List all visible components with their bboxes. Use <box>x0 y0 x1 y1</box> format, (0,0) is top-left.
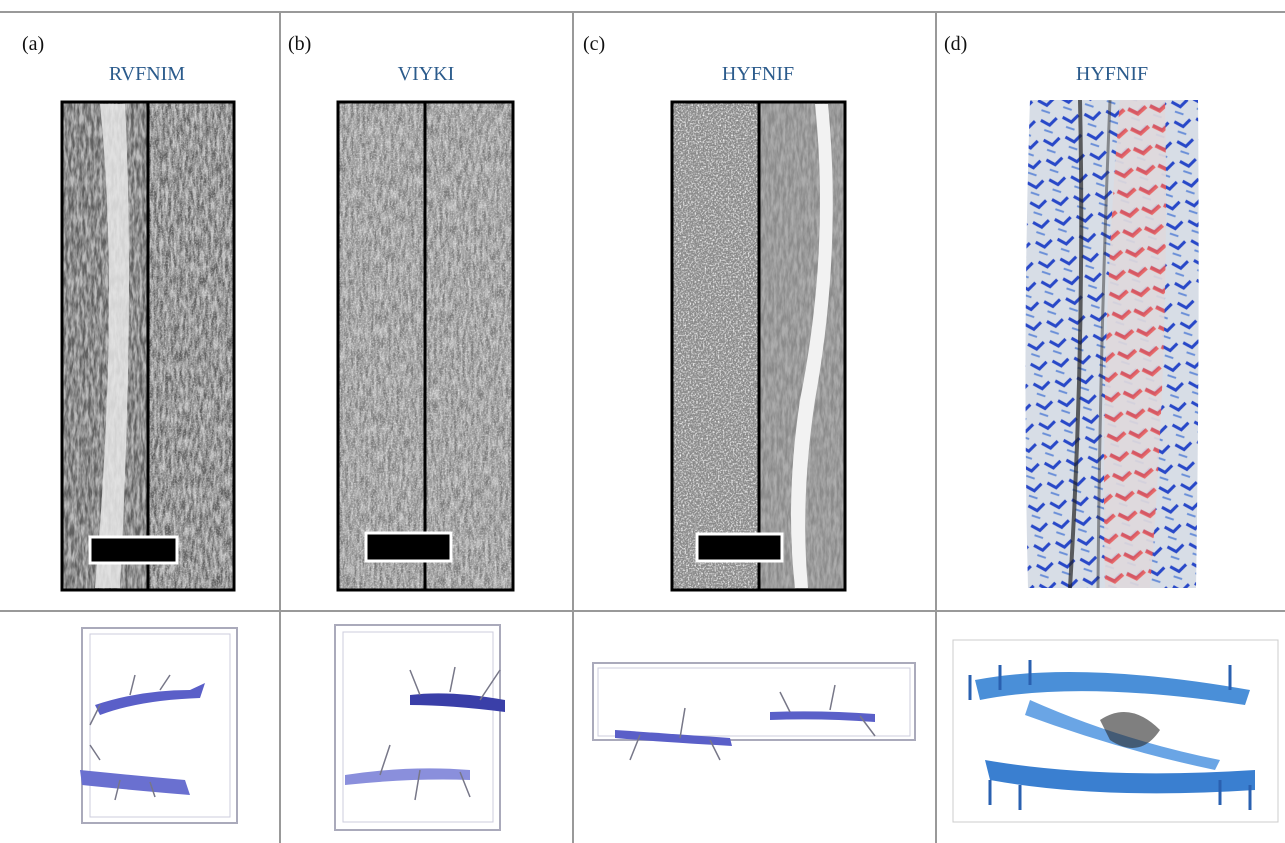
panel-label: (c) <box>583 33 605 55</box>
panel-title: RVFNIM <box>109 63 185 85</box>
panel-title: VIYKI <box>398 63 455 85</box>
panel-title: HYFNIF <box>722 63 794 85</box>
micrograph-a <box>62 102 234 590</box>
panel-label: (a) <box>22 33 44 55</box>
structure-a <box>80 628 237 823</box>
micrograph-b <box>338 102 513 590</box>
panel-title: HYFNIF <box>1076 63 1148 85</box>
panel-label: (d) <box>944 33 967 55</box>
panel-label: (b) <box>288 33 311 55</box>
structure-d <box>953 640 1278 822</box>
micrograph-c <box>672 102 845 590</box>
fibril-model <box>1025 100 1198 588</box>
structure-c <box>593 663 915 760</box>
figure: (a) RVFNIM (b) VIYKI (c) HYFNIF (d) HYFN… <box>0 0 1285 843</box>
structure-b <box>335 625 505 830</box>
